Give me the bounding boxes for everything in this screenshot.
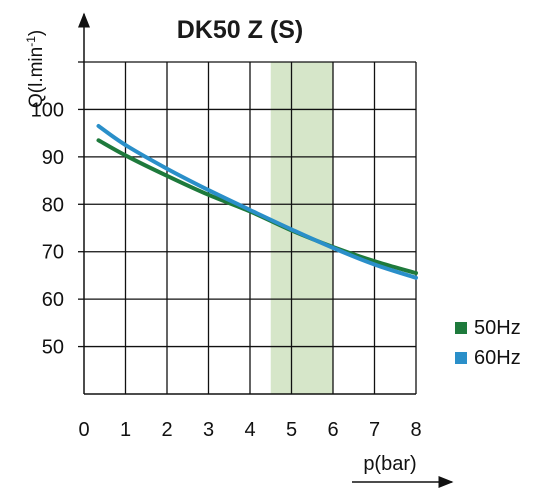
y-tick-label: 90 (42, 147, 64, 169)
x-tick-label: 8 (410, 419, 421, 441)
x-tick-label: 6 (327, 419, 338, 441)
y-tick-label: 50 (42, 337, 64, 359)
x-tick-label: 7 (369, 419, 380, 441)
y-axis-label: Q(l.min-1) (24, 30, 47, 108)
legend-swatch-50hz (455, 322, 467, 334)
y-tick-label: 80 (42, 194, 64, 216)
x-tick-label: 4 (244, 419, 255, 441)
x-tick-label: 0 (78, 419, 89, 441)
x-tick-label: 1 (120, 419, 131, 441)
x-tick-label: 5 (286, 419, 297, 441)
x-tick-label: 2 (161, 419, 172, 441)
y-tick-label: 70 (42, 242, 64, 264)
x-tick-label: 3 (203, 419, 214, 441)
highlight-band (270, 62, 333, 394)
series-line-60hz (96, 124, 418, 280)
legend-label-60hz: 60Hz (474, 347, 521, 369)
series-line-50hz (96, 138, 418, 276)
legend-label-50hz: 50Hz (474, 317, 521, 339)
x-axis-label: p(bar) (363, 453, 416, 475)
y-axis-label-close: ) (26, 30, 47, 36)
y-axis-label-main: Q(l.min (26, 47, 47, 108)
chart-title: DK50 Z (S) (176, 16, 304, 44)
y-tick-label: 60 (42, 289, 64, 311)
legend-swatch-60hz (455, 352, 467, 364)
y-tick-label: 100 (31, 99, 64, 121)
y-axis-label-superscript: -1 (24, 36, 38, 47)
